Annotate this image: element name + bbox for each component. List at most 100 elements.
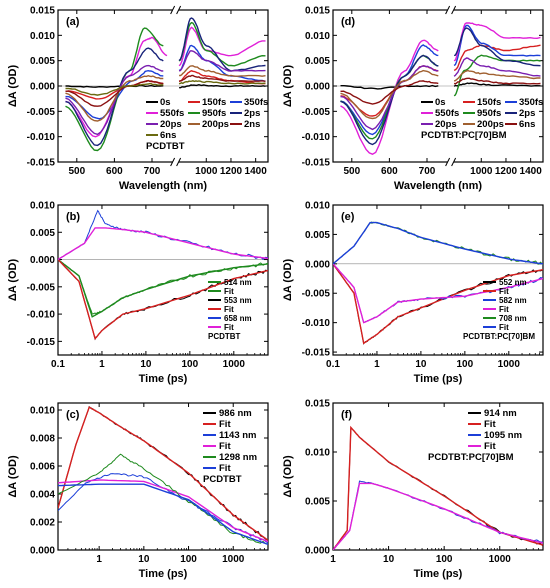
panel-label: (c) bbox=[66, 409, 80, 421]
y-tick-label: -0.015 bbox=[27, 337, 56, 348]
legend-entry: 950fs bbox=[202, 108, 226, 119]
panel-label: (f) bbox=[341, 409, 352, 421]
y-axis-label: ΔA (OD) bbox=[7, 259, 19, 302]
axis-break-gap bbox=[172, 7, 179, 13]
legend-entry: Fit bbox=[499, 287, 509, 296]
x-tick-label: 1 bbox=[96, 554, 102, 565]
series-line-950fs bbox=[65, 27, 164, 152]
legend-entry: Fit bbox=[484, 441, 496, 452]
legend-entry: 553 nm bbox=[224, 296, 252, 305]
y-tick-label: 0.000 bbox=[305, 259, 330, 270]
x-tick-label: 700 bbox=[419, 166, 436, 177]
legend-entry: 1143 nm bbox=[219, 430, 257, 441]
series-line-200ps bbox=[179, 65, 266, 77]
x-tick-label: 10 bbox=[415, 359, 427, 370]
series-line-200ps bbox=[65, 74, 164, 122]
series-line-2ps bbox=[340, 54, 439, 146]
y-tick-label: -0.005 bbox=[27, 282, 56, 293]
legend-entry: 986 nm bbox=[219, 408, 252, 419]
axis-break-mark bbox=[445, 157, 451, 167]
series-line-6ns bbox=[340, 80, 439, 105]
y-tick-label: -0.010 bbox=[27, 132, 56, 143]
series-line-fit bbox=[58, 483, 268, 546]
legend-entry: Fit bbox=[224, 287, 234, 296]
x-tick-label: 500 bbox=[68, 166, 85, 177]
y-tick-label: -0.015 bbox=[27, 158, 56, 169]
x-axis-label: Time (ps) bbox=[139, 568, 188, 580]
y-tick-label: 0.010 bbox=[305, 448, 330, 459]
series-line-fit bbox=[58, 406, 268, 541]
panel-d: -0.015 -0.010 -0.005 0.000 0.005 0.010 0.015 50… bbox=[282, 5, 544, 192]
legend-entry: Fit bbox=[224, 305, 234, 314]
y-tick-label: 0.015 bbox=[305, 399, 330, 410]
legend-entry: Fit bbox=[499, 323, 509, 332]
y-axis-label: ΔA (OD) bbox=[282, 259, 294, 302]
y-tick-label: -0.010 bbox=[302, 132, 331, 143]
x-tick-label: 1000 bbox=[470, 166, 493, 177]
sample-label: PCDTBT bbox=[208, 332, 241, 341]
y-axis-label: ΔA (OD) bbox=[7, 455, 19, 498]
series-line-fit bbox=[58, 479, 268, 543]
y-tick-label: 0.005 bbox=[305, 497, 330, 508]
y-tick-label: 0.000 bbox=[30, 82, 55, 93]
axis-break-gap bbox=[447, 7, 454, 13]
x-tick-label: 0.1 bbox=[326, 359, 340, 370]
series-line-fit bbox=[58, 259, 268, 341]
panel-label: (b) bbox=[66, 211, 80, 223]
axis-break-mark bbox=[445, 5, 451, 15]
axis-break-mark bbox=[176, 157, 182, 167]
legend-entry: 550fs bbox=[435, 108, 459, 119]
x-tick-label: 1400 bbox=[245, 166, 268, 177]
sample-label: PCDTBT bbox=[146, 141, 185, 152]
y-tick-label: 0.000 bbox=[305, 82, 330, 93]
series-line-200ps bbox=[453, 69, 541, 82]
y-tick-label: 0.005 bbox=[30, 56, 55, 67]
series-line-550fs bbox=[65, 36, 168, 138]
y-tick-label: 0.006 bbox=[30, 462, 55, 473]
y-tick-label: -0.010 bbox=[27, 310, 56, 321]
x-tick-label: 1000 bbox=[489, 554, 512, 565]
series-line-1298-nm bbox=[58, 453, 268, 545]
axis-break-gap bbox=[447, 159, 454, 165]
legend-entry: 150fs bbox=[477, 97, 501, 108]
x-tick-label: 10 bbox=[383, 554, 395, 565]
axis-break-mark bbox=[451, 5, 457, 15]
y-tick-label: -0.005 bbox=[27, 107, 56, 118]
panel-e: -0.015 -0.010 -0.005 0.000 0.005 0.010 0.1 1 10 1… bbox=[282, 201, 544, 385]
axis-break-mark bbox=[170, 157, 176, 167]
series-line-2ps bbox=[178, 17, 266, 72]
x-axis-label: Time (ps) bbox=[139, 373, 188, 385]
legend-entry: 1095 nm bbox=[484, 430, 522, 441]
y-axis-label: ΔA (OD) bbox=[282, 65, 294, 108]
legend-entry: 20ps bbox=[160, 119, 182, 130]
series-line-20ps bbox=[453, 57, 541, 77]
legend-entry: Fit bbox=[219, 419, 231, 430]
legend-entry: 552 nm bbox=[499, 278, 527, 287]
axis-break-mark bbox=[170, 5, 176, 15]
x-tick-label: 1000 bbox=[222, 554, 245, 565]
series-group bbox=[340, 22, 541, 155]
plot-frame bbox=[57, 402, 269, 551]
x-tick-label: 1000 bbox=[223, 359, 246, 370]
series-line-6ns bbox=[453, 77, 541, 85]
series-line-950fs bbox=[178, 21, 266, 67]
x-axis-label: Wavelength (nm) bbox=[394, 180, 483, 192]
legend-entry: 914 nm bbox=[484, 408, 517, 419]
legend-entry: Fit bbox=[499, 305, 509, 314]
x-axis-label: Time (ps) bbox=[414, 568, 463, 580]
legend-entry: 514 nm bbox=[224, 278, 252, 287]
series-line-708-nm bbox=[333, 221, 543, 266]
legend-entry: 350fs bbox=[519, 97, 543, 108]
panel-label: (e) bbox=[341, 211, 355, 223]
y-tick-label: 0.004 bbox=[30, 490, 55, 501]
y-tick-label: 0.010 bbox=[305, 31, 330, 42]
legend-entry: Fit bbox=[224, 323, 234, 332]
x-axis-label: Wavelength (nm) bbox=[119, 180, 208, 192]
series-line-0s bbox=[65, 84, 164, 88]
series-line-150fs bbox=[178, 70, 266, 85]
x-tick-label: 500 bbox=[343, 166, 360, 177]
y-tick-label: 0.010 bbox=[30, 31, 55, 42]
x-tick-label: 1 bbox=[99, 359, 105, 370]
sample-label: PCDTBT:PC[70]BM bbox=[421, 130, 507, 141]
series-line-550fs bbox=[340, 39, 439, 155]
